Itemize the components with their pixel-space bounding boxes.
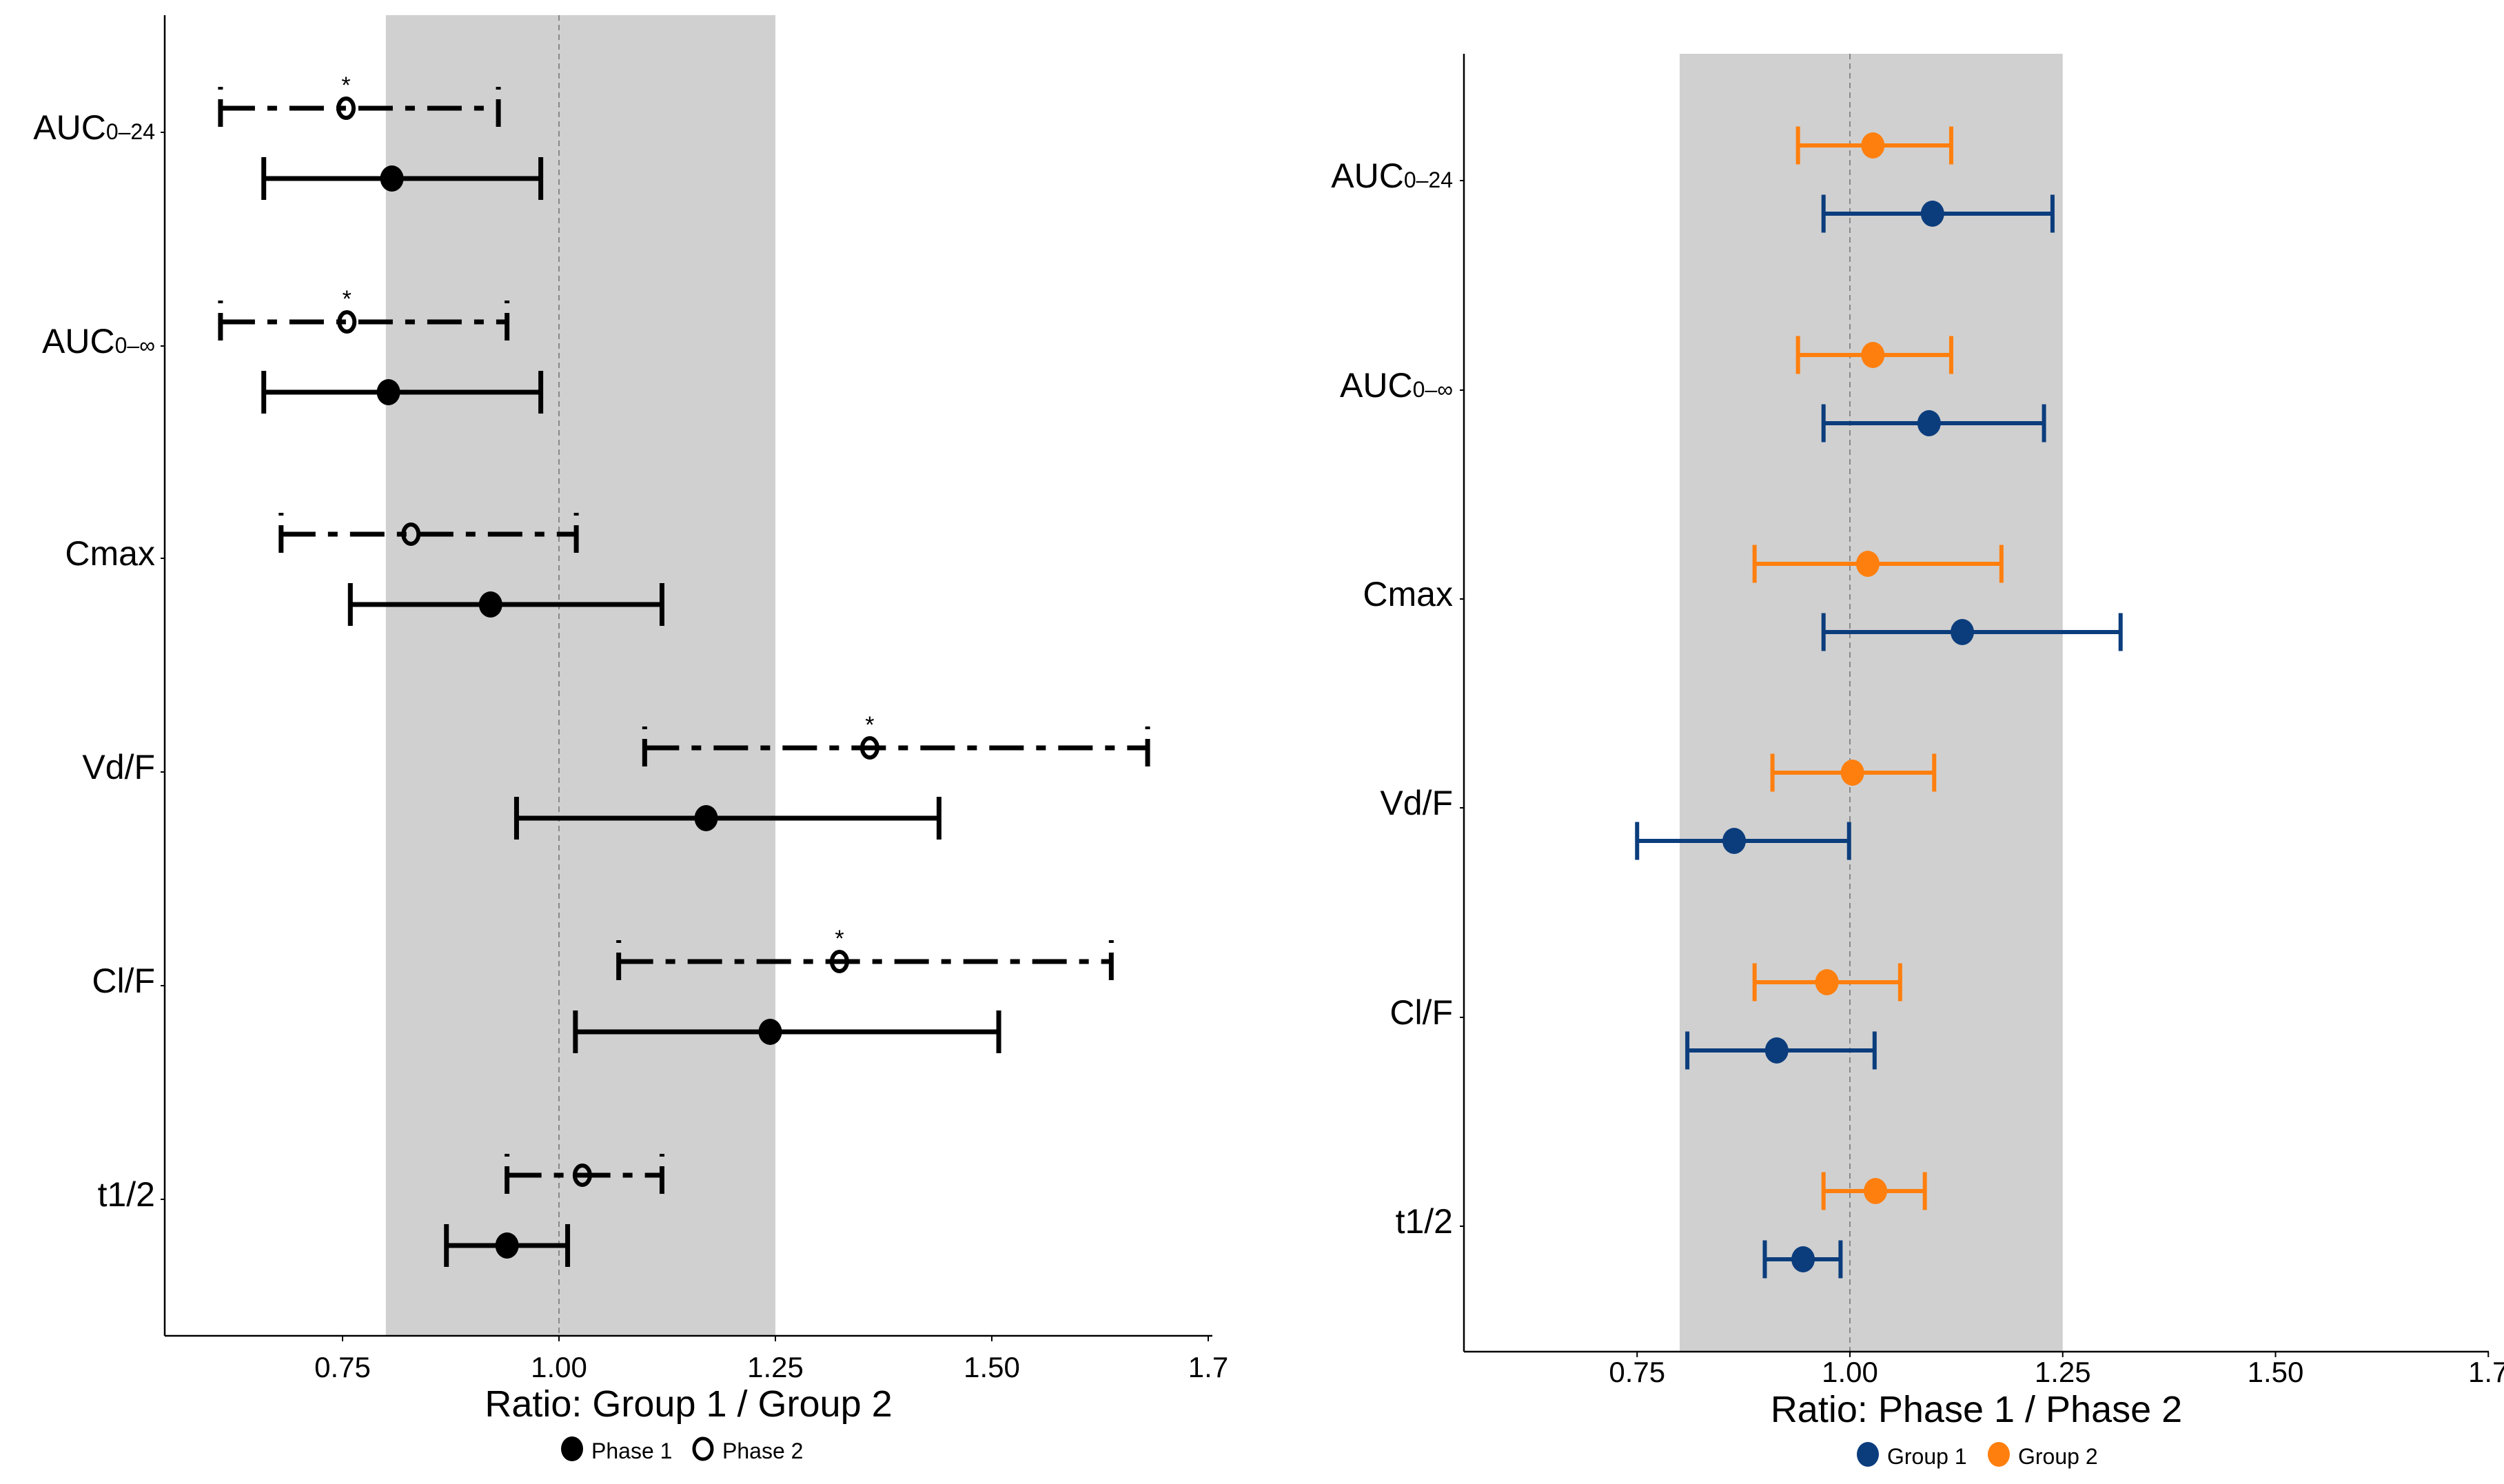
point-estimate xyxy=(1791,1246,1815,1272)
series-phase-2: * * * * xyxy=(218,72,1150,1197)
y-category-label: Cl/F xyxy=(92,962,155,1000)
y-category-main: AUC xyxy=(1340,366,1413,405)
legend-marker xyxy=(561,1436,583,1461)
y-category-main: AUC xyxy=(33,108,106,147)
x-tick-label: 1.25 xyxy=(747,1351,804,1383)
point-estimate xyxy=(1951,619,1975,645)
equivalence-band xyxy=(385,15,775,1336)
y-category-label: Vd/F xyxy=(1380,784,1453,822)
y-category-label: AUC0–24 xyxy=(33,108,155,147)
point-estimate xyxy=(1855,551,1880,577)
y-category-label: AUC0–∞ xyxy=(1340,366,1453,405)
y-category-label: Cmax xyxy=(65,534,155,573)
y-category-main: Vd/F xyxy=(82,748,155,786)
legend-marker xyxy=(692,1436,714,1461)
x-tick-label: 1.25 xyxy=(2035,1356,2091,1388)
x-tick-label: 0.75 xyxy=(1609,1356,1665,1388)
significance-asterisk: * xyxy=(341,72,350,99)
y-category-subscript: 0–24 xyxy=(1404,167,1453,192)
point-estimate xyxy=(478,591,502,618)
x-tick-label: 1.50 xyxy=(2248,1356,2304,1388)
point-estimate xyxy=(337,310,357,334)
legend-label: Phase 1 xyxy=(591,1439,672,1463)
x-tick-label: 1.7 xyxy=(1188,1351,1228,1383)
point-estimate xyxy=(1861,342,1885,368)
significance-asterisk: * xyxy=(865,712,874,738)
point-estimate xyxy=(1920,201,1944,227)
legend: Group 1 Group 2 xyxy=(1857,1442,2098,1469)
legend-label: Group 2 xyxy=(2018,1444,2098,1469)
y-category-main: t1/2 xyxy=(1396,1202,1453,1241)
point-estimate xyxy=(380,165,404,192)
x-tick-label: 1.00 xyxy=(531,1351,587,1383)
significance-asterisk: * xyxy=(343,286,352,312)
y-category-label: AUC0–24 xyxy=(1331,156,1453,195)
y-category-main: Cl/F xyxy=(92,962,155,1000)
legend-label: Phase 2 xyxy=(722,1439,803,1463)
point-estimate xyxy=(859,736,879,760)
significance-asterisk: * xyxy=(835,926,844,952)
y-category-label: t1/2 xyxy=(98,1175,155,1214)
x-tick-label: 0.75 xyxy=(314,1351,371,1383)
x-axis-title: Ratio: Phase 1 / Phase 2 xyxy=(1771,1389,2182,1430)
point-estimate xyxy=(1815,969,1839,995)
y-category-main: Cmax xyxy=(65,534,155,573)
equivalence-band xyxy=(1680,54,2063,1352)
point-estimate xyxy=(1864,1178,1888,1204)
legend-marker xyxy=(1857,1442,1879,1467)
x-tick-label: 1.7 xyxy=(2468,1356,2504,1388)
point-estimate xyxy=(1722,828,1747,854)
point-estimate xyxy=(376,379,400,405)
y-category-subscript: 0–∞ xyxy=(1413,377,1453,402)
point-estimate xyxy=(1840,760,1864,786)
y-category-label: AUC0–∞ xyxy=(42,322,155,360)
series-phase-1 xyxy=(261,157,1001,1267)
y-category-main: Cmax xyxy=(1363,575,1453,613)
point-estimate xyxy=(401,522,421,546)
legend: Phase 1 Phase 2 xyxy=(561,1436,803,1463)
panel-1: 0.75 1.00 1.25 1.50 1.7 Ratio: Group 1 / Grou… xyxy=(33,15,1228,1463)
y-category-label: Cl/F xyxy=(1390,993,1453,1032)
y-category-main: t1/2 xyxy=(98,1175,155,1214)
panel-2: 0.75 1.00 1.25 1.50 1.7 Ratio: Phase 1 / Phas… xyxy=(1331,54,2504,1469)
point-estimate xyxy=(572,1163,592,1187)
x-tick-label: 1.50 xyxy=(964,1351,1020,1383)
y-category-main: AUC xyxy=(1331,156,1404,195)
legend-label: Group 1 xyxy=(1887,1444,1967,1469)
legend-marker xyxy=(1988,1442,2010,1467)
y-category-main: AUC xyxy=(42,322,115,360)
point-estimate xyxy=(1764,1037,1789,1064)
y-category-subscript: 0–24 xyxy=(106,119,155,144)
x-tick-label: 1.00 xyxy=(1822,1356,1878,1388)
point-estimate xyxy=(694,805,718,831)
y-category-label: t1/2 xyxy=(1396,1202,1453,1241)
y-category-main: Cl/F xyxy=(1390,993,1453,1032)
point-estimate xyxy=(1861,132,1885,159)
y-category-subscript: 0–∞ xyxy=(115,333,155,358)
point-estimate xyxy=(495,1232,519,1259)
y-category-main: Vd/F xyxy=(1380,784,1453,822)
point-estimate xyxy=(829,950,849,973)
series-group-2 xyxy=(1752,126,2004,1210)
point-estimate xyxy=(758,1019,782,1045)
x-axis-title: Ratio: Group 1 / Group 2 xyxy=(485,1383,892,1425)
point-estimate xyxy=(336,96,356,120)
series-group-1 xyxy=(1635,194,2123,1279)
point-estimate xyxy=(1917,410,1941,436)
y-category-label: Cmax xyxy=(1363,575,1453,613)
y-category-label: Vd/F xyxy=(82,748,155,786)
